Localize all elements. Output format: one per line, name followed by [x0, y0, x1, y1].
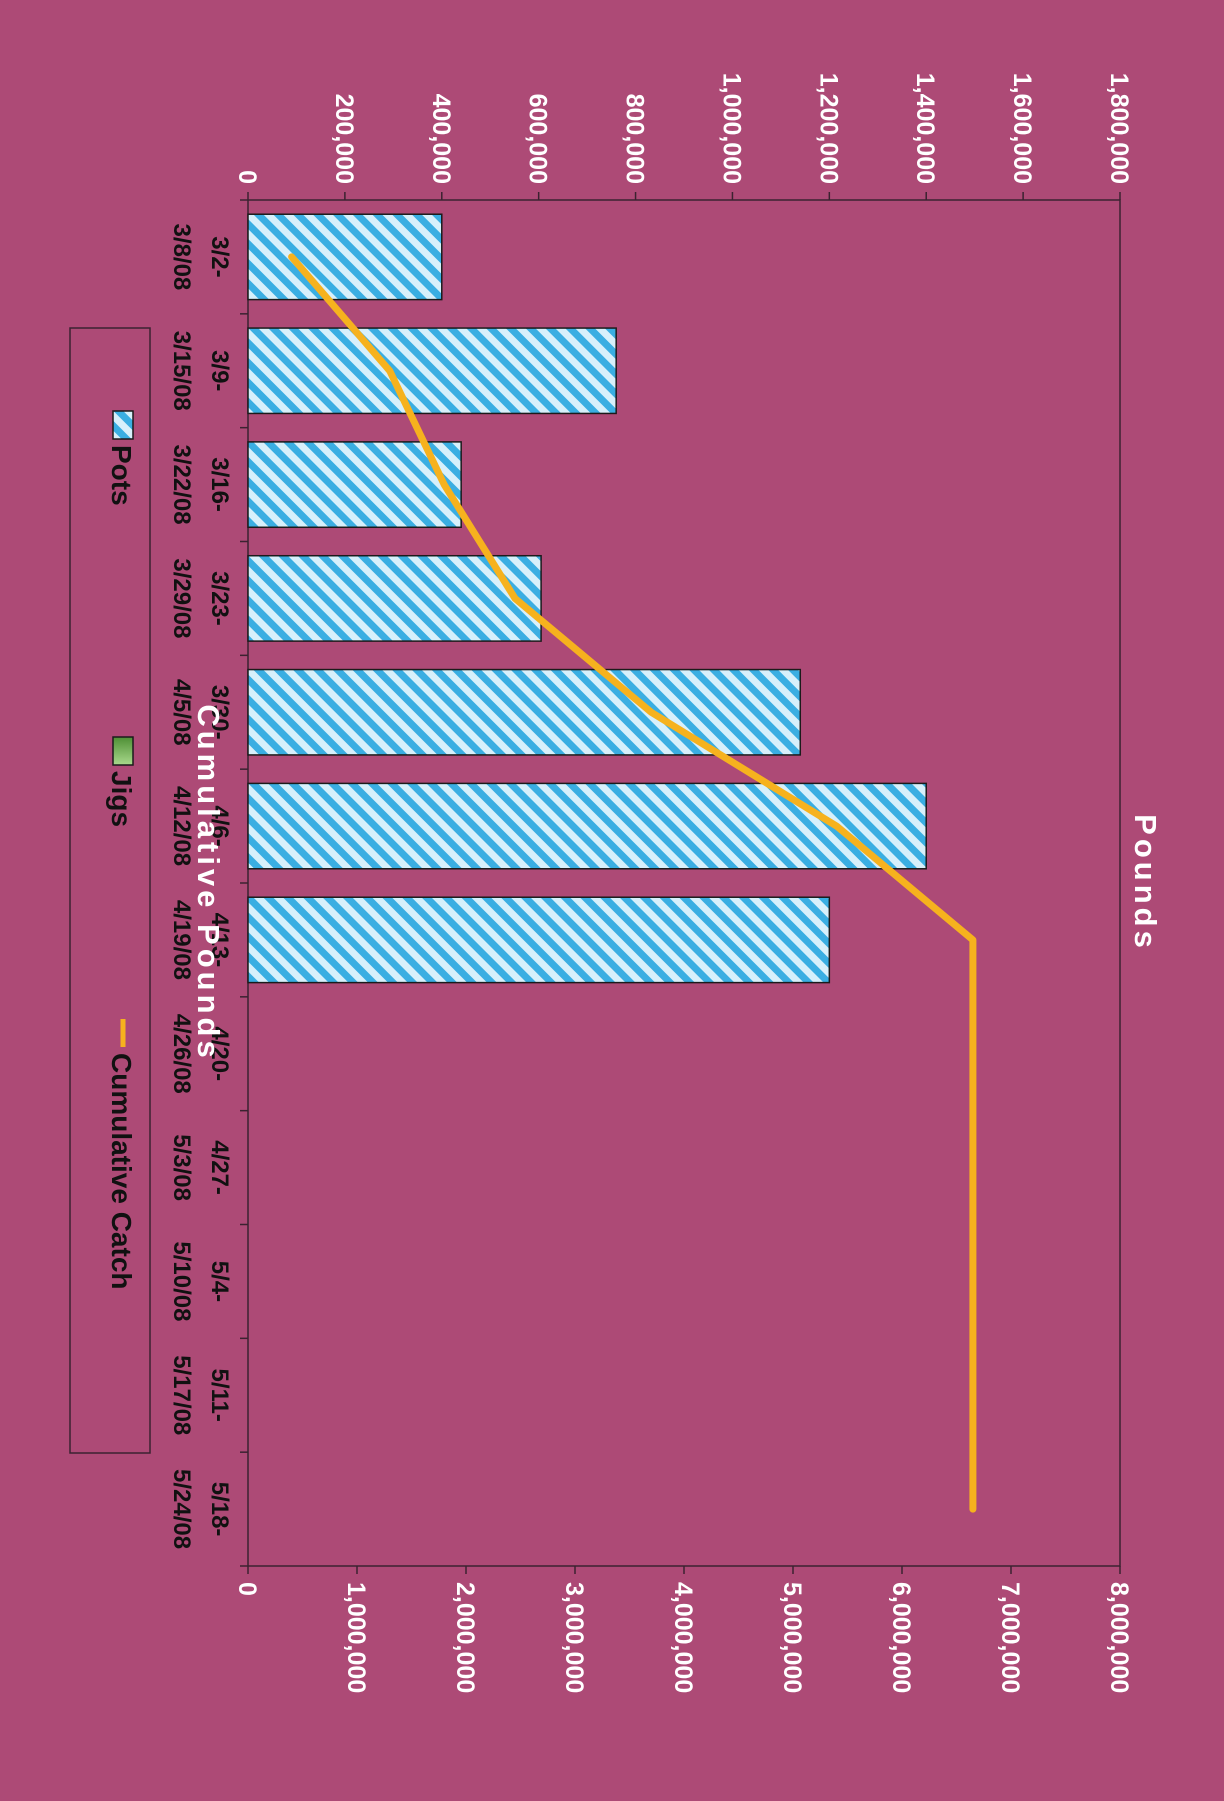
category-label-10: 5/4- 5/10/08 — [168, 1241, 233, 1321]
secondary-tick-label: 7,000,000 — [996, 1582, 1024, 1693]
category-label-end: 5/17/08 — [168, 1355, 195, 1435]
category-label-end: 5/24/08 — [168, 1469, 195, 1549]
secondary-tick-label: 4,000,000 — [669, 1582, 697, 1693]
primary-tick-label: 1,000,000 — [717, 73, 745, 184]
category-label-11: 5/11- 5/17/08 — [168, 1355, 233, 1435]
category-label-start: 4/27- — [206, 1140, 233, 1195]
category-label-end: 3/15/08 — [168, 331, 195, 411]
category-label-6: 4/6- 4/12/08 — [168, 786, 233, 866]
primary-tick-label: 0 — [233, 170, 261, 184]
primary-tick-label: 400,000 — [427, 94, 455, 184]
category-label-end: 3/22/08 — [168, 445, 195, 525]
secondary-tick-label: 1,000,000 — [342, 1582, 370, 1693]
category-label-1: 3/2- 3/8/08 — [168, 224, 233, 291]
secondary-tick-label: 6,000,000 — [887, 1582, 915, 1693]
primary-tick-label: 1,600,000 — [1008, 73, 1036, 184]
category-label-start: 4/6- — [206, 805, 233, 846]
category-label-12: 5/18- 5/24/08 — [168, 1469, 233, 1549]
primary-tick-label: 1,200,000 — [814, 73, 842, 184]
category-label-5: 3/30- 4/5/08 — [168, 679, 233, 746]
category-label-start: 4/13- — [206, 913, 233, 968]
category-label-8: 4/20- 4/26/08 — [168, 1014, 233, 1094]
secondary-tick-label: 0 — [233, 1582, 261, 1596]
category-label-start: 3/2- — [206, 236, 233, 277]
pots-bar-2 — [247, 327, 617, 415]
secondary-tick-label: 2,000,000 — [451, 1582, 479, 1693]
pots-bar-1 — [247, 213, 443, 301]
secondary-tick-label: 8,000,000 — [1105, 1582, 1133, 1693]
category-axis: 3/2-3/8/083/9-3/15/083/16-3/22/083/23-3/… — [168, 199, 248, 1567]
category-label-4: 3/23- 3/29/08 — [168, 558, 233, 638]
category-label-end: 4/5/08 — [168, 679, 195, 746]
legend-box — [69, 327, 151, 1454]
category-label-start: 5/11- — [206, 1369, 233, 1422]
bars — [247, 213, 927, 984]
cumulative-catch-line — [288, 253, 977, 1513]
primary-value-axis: 0 200,000 400,000 600,000 800,000 1,000,000 1,… — [233, 73, 1133, 200]
legend-label-pots: Pots — [106, 445, 137, 506]
category-label-end: 3/8/08 — [168, 224, 195, 291]
primary-tick-label: 200,000 — [330, 94, 358, 184]
cumulative-line-layer — [288, 253, 977, 1513]
category-label-7: 4/13- 4/19/08 — [168, 900, 233, 980]
pots-bar-6 — [247, 782, 927, 870]
secondary-tick-label: 5,000,000 — [778, 1582, 806, 1693]
category-label-end: 5/3/08 — [168, 1134, 195, 1201]
category-label-2: 3/9- 3/15/08 — [168, 331, 233, 411]
category-label-9: 4/27- 5/3/08 — [168, 1134, 233, 1201]
primary-tick-label: 1,800,000 — [1105, 73, 1133, 184]
legend-swatch-jigs — [112, 736, 134, 766]
chart-frame: 3/2-3/8/083/9-3/15/083/16-3/22/083/23-3/… — [69, 73, 1163, 1693]
category-label-start: 3/9- — [206, 350, 233, 391]
primary-axis-title: Pounds — [1128, 814, 1163, 952]
legend-label-cumulative-catch: Cumulative Catch — [106, 1053, 137, 1290]
category-label-end: 4/12/08 — [168, 786, 195, 866]
primary-tick-label: 600,000 — [524, 94, 552, 184]
secondary-tick-label: 3,000,000 — [560, 1582, 588, 1693]
category-label-end: 5/10/08 — [168, 1241, 195, 1321]
category-label-end: 3/29/08 — [168, 558, 195, 638]
category-label-start: 3/23- — [206, 571, 233, 626]
category-label-end: 4/19/08 — [168, 900, 195, 980]
primary-tick-label: 1,400,000 — [911, 73, 939, 184]
secondary-value-axis: 0 1,000,000 2,000,000 3,000,000 4,000,000 5,0… — [233, 1566, 1133, 1693]
legend: Pots Jigs Cumulative Catch — [69, 327, 151, 1454]
category-label-start: 5/18- — [206, 1482, 233, 1537]
pots-bar-3 — [247, 441, 462, 529]
pots-bar-5 — [247, 668, 802, 756]
category-label-start: 5/4- — [206, 1261, 233, 1302]
category-label-start: 3/16- — [206, 457, 233, 512]
pots-bar-7 — [247, 896, 831, 984]
legend-swatch-pots — [112, 410, 134, 440]
category-label-start: 4/20- — [206, 1026, 233, 1081]
category-label-3: 3/16- 3/22/08 — [168, 445, 233, 525]
primary-tick-label: 800,000 — [621, 94, 649, 184]
legend-label-jigs: Jigs — [106, 771, 137, 827]
category-label-end: 4/26/08 — [168, 1014, 195, 1094]
pots-bar-4 — [247, 554, 542, 642]
category-label-start: 3/30- — [206, 685, 233, 740]
secondary-axis-title: Cumulative Pounds — [191, 704, 226, 1061]
